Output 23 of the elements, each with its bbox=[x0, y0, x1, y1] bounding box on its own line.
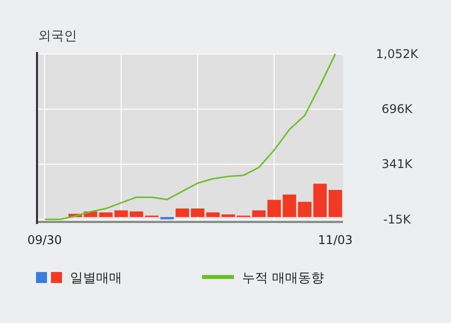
legend-label: 일별매매 bbox=[70, 271, 122, 286]
bar bbox=[313, 184, 327, 218]
y-tick-label: 696K bbox=[382, 102, 414, 116]
bar bbox=[99, 212, 113, 218]
bar bbox=[298, 202, 312, 218]
bar bbox=[252, 210, 266, 218]
bar bbox=[114, 210, 128, 218]
bar bbox=[267, 200, 281, 218]
bar bbox=[130, 211, 144, 218]
x-tick-label: 11/03 bbox=[318, 233, 353, 247]
bar bbox=[222, 214, 235, 218]
y-tick-label: 341K bbox=[382, 157, 414, 172]
y-tick-label: 1,052K bbox=[376, 47, 420, 61]
line-series bbox=[44, 53, 336, 220]
bar bbox=[176, 208, 190, 218]
bar bbox=[328, 190, 342, 218]
bar bbox=[190, 208, 204, 218]
chart-title: 외국인 bbox=[38, 29, 77, 44]
legend-label: 누적 매매동향 bbox=[242, 271, 324, 286]
x-tick-label: 09/30 bbox=[27, 233, 62, 247]
y-tick-label: -15K bbox=[383, 212, 412, 226]
bar bbox=[206, 212, 220, 218]
bar bbox=[282, 194, 296, 218]
